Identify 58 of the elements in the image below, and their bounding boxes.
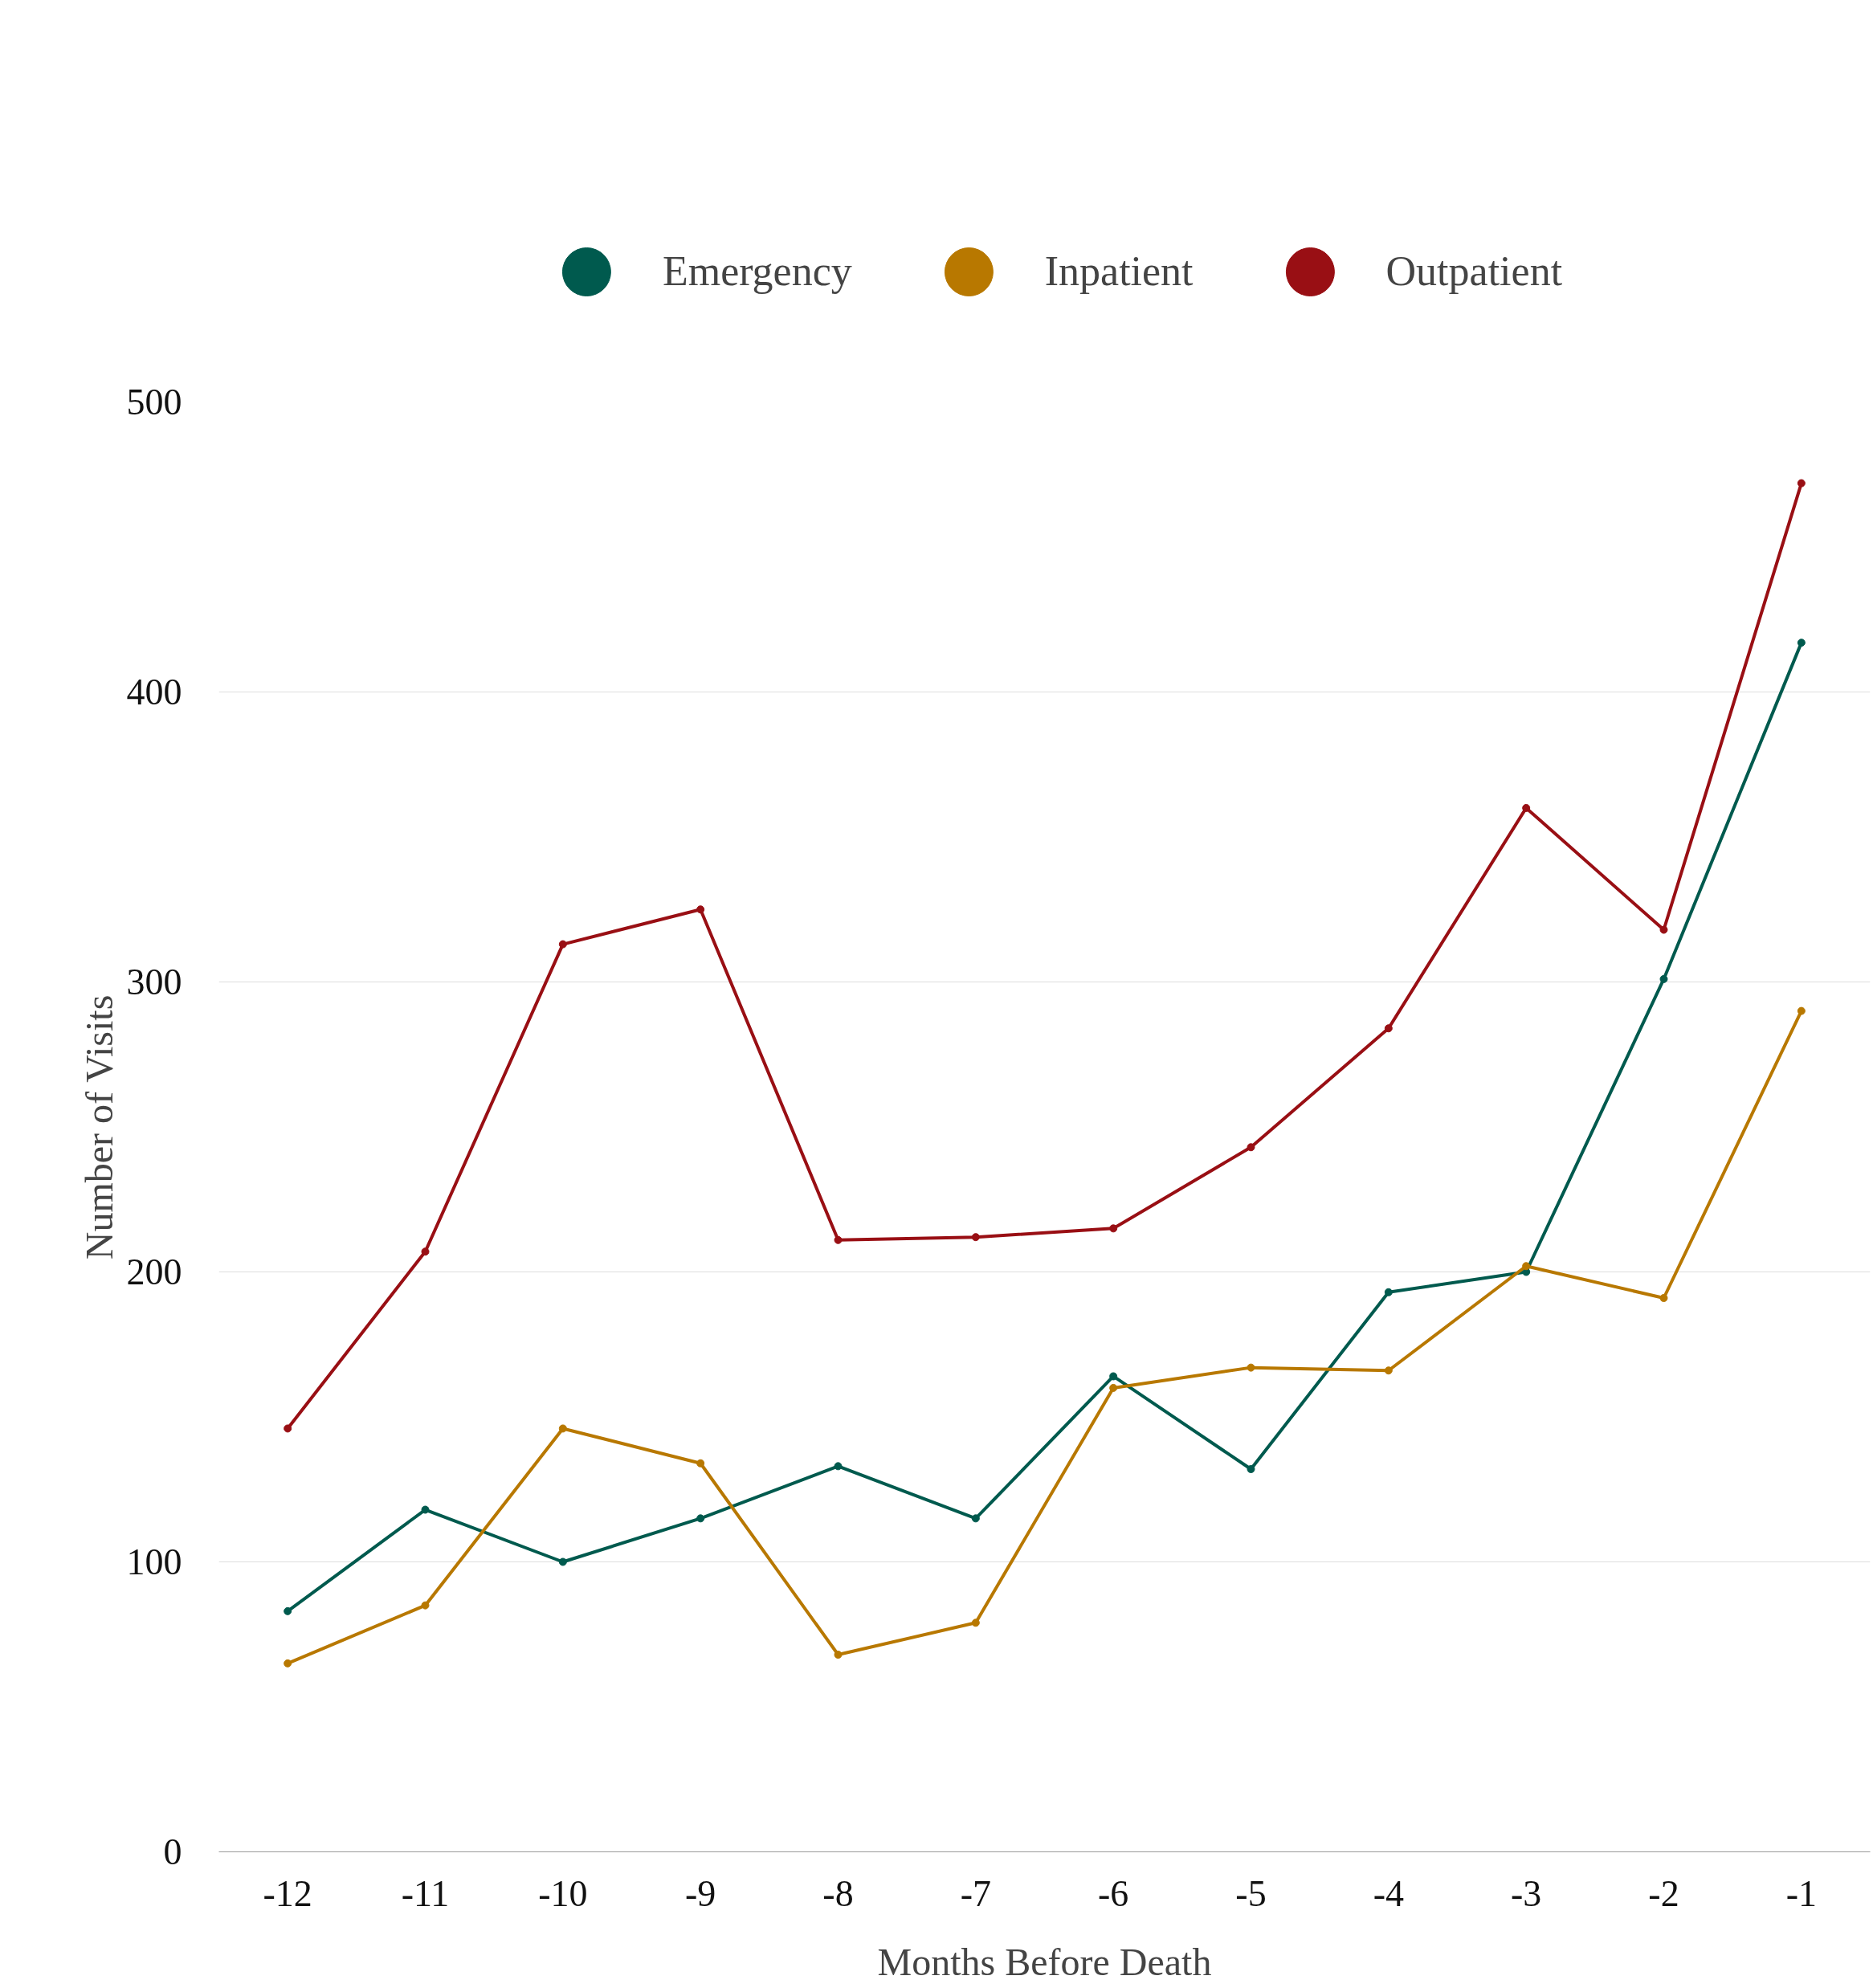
point — [834, 1235, 843, 1244]
point — [696, 1459, 705, 1468]
y-axis-title: Number of Visits — [77, 994, 120, 1260]
point — [1659, 925, 1668, 934]
y-tick-label: 400 — [126, 672, 182, 712]
point — [1247, 1464, 1255, 1473]
point — [1109, 1224, 1118, 1233]
y-tick-label: 500 — [126, 382, 182, 423]
x-axis-title: Months Before Death — [877, 1940, 1212, 1983]
y-tick-label: 200 — [126, 1251, 182, 1292]
point — [284, 1424, 292, 1433]
x-tick-label: -9 — [685, 1872, 716, 1914]
point — [1247, 1363, 1255, 1372]
point — [1659, 974, 1668, 983]
point — [971, 1619, 980, 1627]
x-tick-label: -4 — [1373, 1872, 1404, 1914]
point — [1797, 1006, 1806, 1015]
x-tick-label: -6 — [1098, 1872, 1129, 1914]
x-tick-label: -8 — [822, 1872, 854, 1914]
point — [1522, 803, 1531, 812]
point — [1247, 1143, 1255, 1152]
point — [558, 1424, 567, 1433]
y-tick-label: 300 — [126, 961, 182, 1002]
point — [971, 1514, 980, 1523]
y-tick-label: 0 — [163, 1831, 182, 1872]
legend-label: Emergency — [662, 247, 852, 295]
x-tick-label: -12 — [263, 1872, 312, 1914]
point — [1659, 1294, 1668, 1302]
legend-label: Outpatient — [1385, 247, 1563, 295]
point — [558, 1557, 567, 1566]
point — [971, 1233, 980, 1242]
point — [421, 1247, 430, 1256]
legend-label: Inpatient — [1044, 247, 1194, 295]
point — [421, 1601, 430, 1610]
x-tick-label: -10 — [538, 1872, 588, 1914]
point — [284, 1659, 292, 1668]
point — [1384, 1366, 1393, 1375]
point — [834, 1462, 843, 1471]
x-tick-label: -2 — [1648, 1872, 1679, 1914]
point — [421, 1505, 430, 1514]
point — [1797, 639, 1806, 647]
point — [696, 1514, 705, 1523]
point — [834, 1651, 843, 1659]
point — [1384, 1024, 1393, 1033]
point — [1522, 1262, 1531, 1271]
point — [284, 1606, 292, 1615]
x-tick-label: -5 — [1235, 1872, 1267, 1914]
point — [1797, 479, 1806, 488]
x-tick-label: -7 — [960, 1872, 991, 1914]
y-tick-label: 100 — [126, 1541, 182, 1582]
x-tick-label: -3 — [1511, 1872, 1542, 1914]
point — [696, 905, 705, 914]
x-tick-label: -11 — [401, 1872, 450, 1914]
point — [1109, 1383, 1118, 1392]
point — [1109, 1372, 1118, 1381]
point — [558, 940, 567, 949]
x-tick-label: -1 — [1785, 1872, 1817, 1914]
point — [1384, 1288, 1393, 1296]
